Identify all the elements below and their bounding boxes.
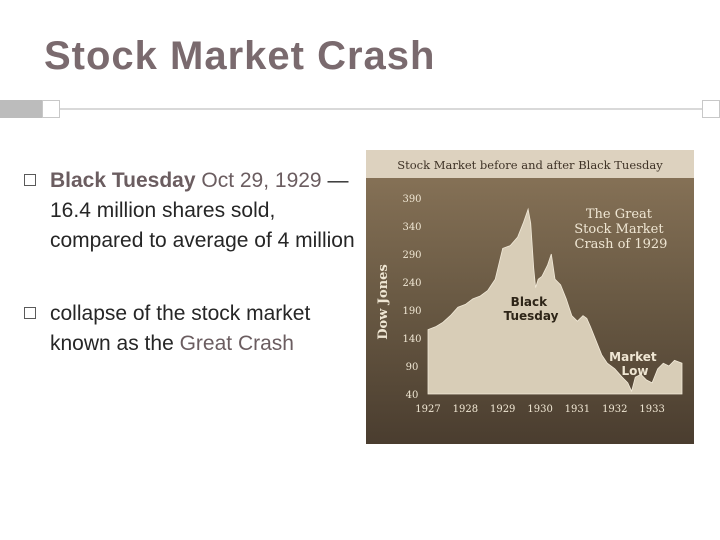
x-tick-label: 1932 (602, 404, 627, 415)
black-tuesday-text: —16.4 million shares sold, compared to a… (50, 169, 355, 252)
bullet-square-icon (24, 307, 36, 319)
chart-title-bar (366, 150, 694, 178)
chart-title: Stock Market before and after Black Tues… (397, 158, 663, 172)
y-tick-label: 40 (406, 390, 419, 401)
y-tick-label: 240 (402, 278, 421, 289)
bullet-great-crash: collapse of the stock market known as th… (20, 299, 360, 359)
dow-jones-area-series (427, 207, 683, 395)
y-tick-label: 340 (402, 222, 421, 233)
bullet-list: Black Tuesday Oct 29, 1929 —16.4 million… (20, 166, 360, 359)
x-tick-label: 1931 (565, 404, 590, 415)
y-tick-label: 290 (402, 250, 421, 261)
annotation-black-tuesday-line-1: Black (511, 295, 548, 309)
great-crash-highlight: Great Crash (179, 332, 294, 355)
x-tick-labels: 1927 1928 1929 1930 1931 1932 1933 (415, 404, 665, 415)
plot-area (427, 207, 683, 395)
x-tick-label: 1928 (453, 404, 478, 415)
annotation-market-low: Market Low (609, 350, 661, 378)
y-tick-label: 190 (402, 306, 421, 317)
y-tick-labels: 40 90 140 190 240 290 340 390 (402, 194, 421, 401)
great-crash-text: collapse of the stock market known as th… (50, 302, 311, 355)
slide-title: Stock Market Crash (44, 34, 436, 78)
title-divider (0, 108, 720, 110)
annotation-black-tuesday: Black Tuesday (504, 295, 559, 323)
x-tick-label: 1930 (527, 404, 552, 415)
y-tick-label: 140 (402, 334, 421, 345)
title-divider-square-left (42, 100, 60, 118)
annotation-great-crash-line-1: The Great (586, 207, 653, 222)
y-axis-label: Dow Jones (376, 264, 391, 340)
black-tuesday-label: Black Tuesday (50, 169, 196, 192)
x-tick-label: 1933 (639, 404, 664, 415)
annotation-black-tuesday-line-2: Tuesday (504, 309, 559, 323)
y-tick-label: 390 (402, 194, 421, 205)
annotation-market-low-line-1: Market (609, 350, 657, 364)
annotation-great-crash-line-3: Crash of 1929 (575, 237, 668, 252)
title-divider-square-right (702, 100, 720, 118)
annotation-great-crash: The Great Stock Market Crash of 1929 (574, 207, 667, 252)
black-tuesday-date: Oct 29, 1929 (201, 169, 322, 192)
x-tick-label: 1929 (490, 404, 515, 415)
bullet-black-tuesday: Black Tuesday Oct 29, 1929 —16.4 million… (20, 166, 360, 256)
y-tick-label: 90 (406, 362, 419, 373)
annotation-great-crash-line-2: Stock Market (574, 222, 664, 237)
annotation-market-low-line-2: Low (622, 364, 649, 378)
dow-jones-chart: Stock Market before and after Black Tues… (366, 150, 694, 444)
bullet-square-icon (24, 174, 36, 186)
title-divider-accent (0, 100, 42, 118)
x-tick-label: 1927 (415, 404, 440, 415)
chart-canvas: Stock Market before and after Black Tues… (366, 150, 694, 444)
